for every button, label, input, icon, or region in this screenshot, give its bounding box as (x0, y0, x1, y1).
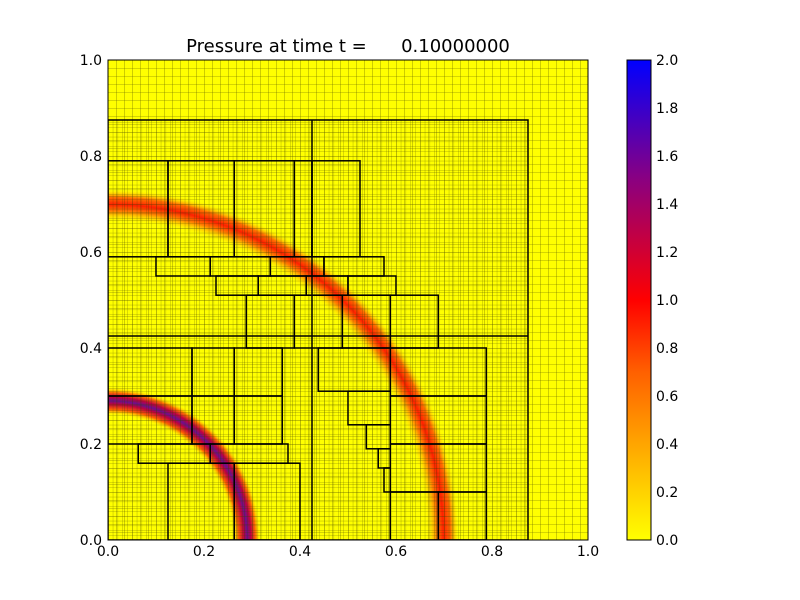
x-tick-label: 0.0 (97, 544, 119, 560)
x-tick-label: 0.4 (289, 544, 311, 560)
colorbar-tick-label: 1.2 (656, 245, 678, 261)
colorbar-tick-label: 0.2 (656, 485, 678, 501)
plot-area (108, 60, 588, 540)
x-tick-label: 0.8 (481, 544, 503, 560)
colorbar-tick-label: 0.6 (656, 389, 678, 405)
colorbar: 0.0 0.2 0.4 0.6 0.8 1.0 1.2 1.4 1.6 1.8 … (626, 53, 678, 549)
y-tick-label: 0.4 (80, 341, 102, 357)
y-tick-label: 1.0 (80, 53, 102, 69)
colorbar-tick-label: 1.8 (656, 101, 678, 117)
y-tick-label: 0.8 (80, 149, 102, 165)
amr-level-3-patch (233, 462, 301, 540)
colorbar-gradient (626, 59, 652, 541)
amr-grid-layer (108, 60, 588, 540)
x-tick-label: 0.2 (193, 544, 215, 560)
x-tick-label: 0.6 (385, 544, 407, 560)
colorbar-tick-label: 0.4 (656, 437, 678, 453)
amr-level-3-patch (437, 491, 487, 540)
y-tick-label: 0.0 (80, 533, 102, 549)
plot-frame (107, 59, 589, 541)
y-tick-label: 0.6 (80, 245, 102, 261)
colorbar-tick-label: 1.6 (656, 149, 678, 165)
colorbar-tick-label: 2.0 (656, 53, 678, 69)
colorbar-tick-label: 1.4 (656, 197, 678, 213)
chart-title: Pressure at time t = 0.10000000 (186, 36, 510, 57)
colorbar-ticks: 0.0 0.2 0.4 0.6 0.8 1.0 1.2 1.4 1.6 1.8 … (656, 53, 678, 549)
axis-ticks: 0.0 0.2 0.4 0.6 0.8 1.0 0.0 0.2 0.4 0.6 … (80, 53, 599, 560)
x-tick-label: 1.0 (577, 544, 599, 560)
y-tick-label: 0.2 (80, 437, 102, 453)
amr-level-2-region (108, 119, 529, 540)
colorbar-tick-label: 0.0 (656, 533, 678, 549)
colorbar-tick-label: 1.0 (656, 293, 678, 309)
colorbar-tick-label: 0.8 (656, 341, 678, 357)
